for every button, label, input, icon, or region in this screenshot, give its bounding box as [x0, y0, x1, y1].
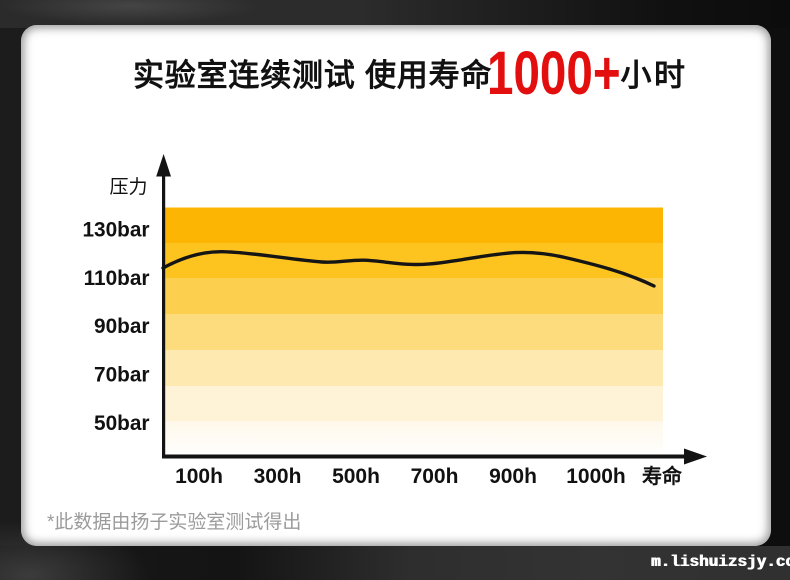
svg-text:1000h: 1000h	[566, 465, 626, 488]
svg-text:110bar: 110bar	[84, 267, 150, 290]
svg-text:90bar: 90bar	[94, 315, 150, 338]
svg-text:压力: 压力	[109, 176, 147, 198]
svg-text:300h: 300h	[254, 465, 302, 488]
svg-text:寿命: 寿命	[642, 464, 683, 488]
svg-text:130bar: 130bar	[82, 219, 149, 242]
svg-text:500h: 500h	[332, 465, 380, 488]
svg-text:100h: 100h	[175, 465, 223, 488]
svg-text:900h: 900h	[489, 465, 537, 488]
svg-text:700h: 700h	[411, 465, 459, 488]
svg-text:70bar: 70bar	[94, 364, 150, 387]
svg-text:50bar: 50bar	[94, 412, 150, 435]
